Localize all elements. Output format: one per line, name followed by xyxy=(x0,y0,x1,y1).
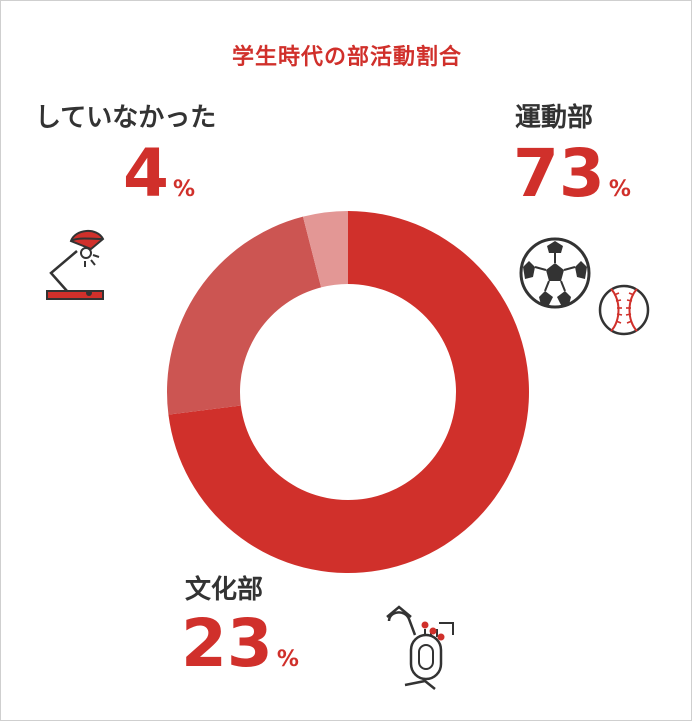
value-sports-unit: % xyxy=(608,177,631,202)
value-sports: 73% xyxy=(513,141,631,207)
value-none-number: 4 xyxy=(123,135,169,212)
value-culture-unit: % xyxy=(276,647,299,672)
chart-title: 学生時代の部活動割合 xyxy=(231,45,462,70)
value-sports-number: 73 xyxy=(513,135,605,212)
value-culture: 23% xyxy=(181,611,299,677)
tuba-icon xyxy=(386,605,454,690)
value-none-unit: % xyxy=(172,177,195,202)
desk-lamp-icon xyxy=(46,230,105,300)
value-culture-number: 23 xyxy=(181,605,273,682)
donut-slice-sports xyxy=(168,211,529,573)
soccer-ball-icon xyxy=(519,237,591,309)
label-none: していなかった xyxy=(35,103,217,133)
label-culture: 文化部 xyxy=(185,575,264,605)
value-none: 4% xyxy=(123,141,195,207)
baseball-icon xyxy=(598,284,650,336)
donut-slice-culture xyxy=(167,216,322,415)
label-sports: 運動部 xyxy=(515,103,594,133)
donut-slice-none xyxy=(302,211,348,288)
